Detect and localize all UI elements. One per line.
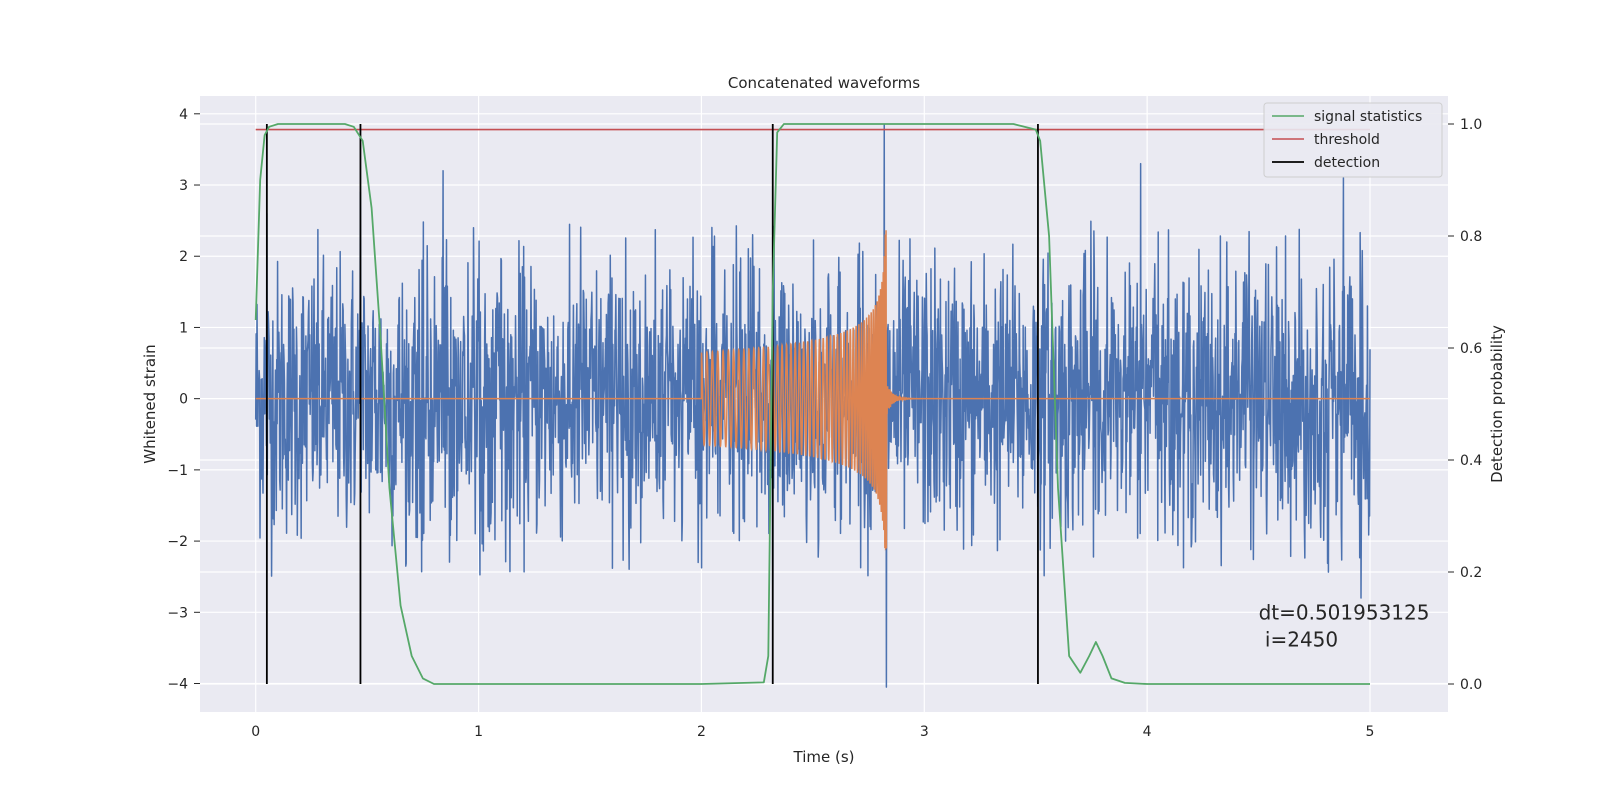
annotation: dt=0.501953125 i=2450: [1259, 601, 1430, 652]
x-axis-label: Time (s): [793, 748, 855, 766]
y-axis-label: Whitened strain: [141, 344, 159, 463]
y2-ticks: 0.0 0.2 0.4 0.6 0.8 1.0: [1448, 117, 1482, 693]
y2-tick-label: 0.0: [1460, 677, 1482, 693]
y-ticks: −4 −3 −2 −1 0 1 2 3 4: [167, 107, 200, 693]
x-tick-label: 5: [1366, 724, 1375, 740]
y-tick-label: −1: [167, 463, 188, 479]
annotation-line-i: i=2450: [1259, 628, 1339, 652]
series-layer: [254, 123, 1371, 688]
legend-label-detection: detection: [1314, 155, 1380, 171]
chart-title: Concatenated waveforms: [728, 74, 920, 92]
legend-label-threshold: threshold: [1314, 132, 1380, 148]
legend-box: [1263, 102, 1443, 178]
y2-tick-label: 1.0: [1460, 117, 1482, 133]
y-tick-label: 1: [179, 320, 188, 336]
annotation-line-dt: dt=0.501953125: [1259, 601, 1430, 625]
signal-statistics-line: [254, 123, 1370, 685]
y-tick-label: −3: [167, 605, 188, 621]
x-tick-label: 0: [251, 724, 260, 740]
x-ticks: 0 1 2 3 4 5: [251, 724, 1374, 740]
y-tick-label: −4: [167, 677, 188, 693]
y2-tick-label: 0.2: [1460, 565, 1482, 581]
y-tick-label: 2: [179, 249, 188, 265]
x-tick-label: 1: [474, 724, 483, 740]
y2-axis-label: Detection probability: [1488, 325, 1506, 483]
legend: signal statistics threshold detection: [1263, 102, 1443, 178]
y2-tick-label: 0.4: [1460, 453, 1482, 469]
y-tick-label: −2: [167, 534, 188, 550]
y-tick-label: 3: [179, 178, 188, 194]
y2-tick-label: 0.6: [1460, 341, 1482, 357]
x-tick-label: 2: [697, 724, 706, 740]
y-tick-label: 0: [179, 392, 188, 408]
y2-tick-label: 0.8: [1460, 229, 1482, 245]
x-tick-label: 3: [920, 724, 929, 740]
x-tick-label: 4: [1143, 724, 1152, 740]
waveform-series-line: [255, 230, 1371, 551]
y-tick-label: 4: [179, 107, 188, 123]
legend-label-signal-statistics: signal statistics: [1314, 109, 1422, 125]
strain-series-line: [254, 123, 1371, 688]
